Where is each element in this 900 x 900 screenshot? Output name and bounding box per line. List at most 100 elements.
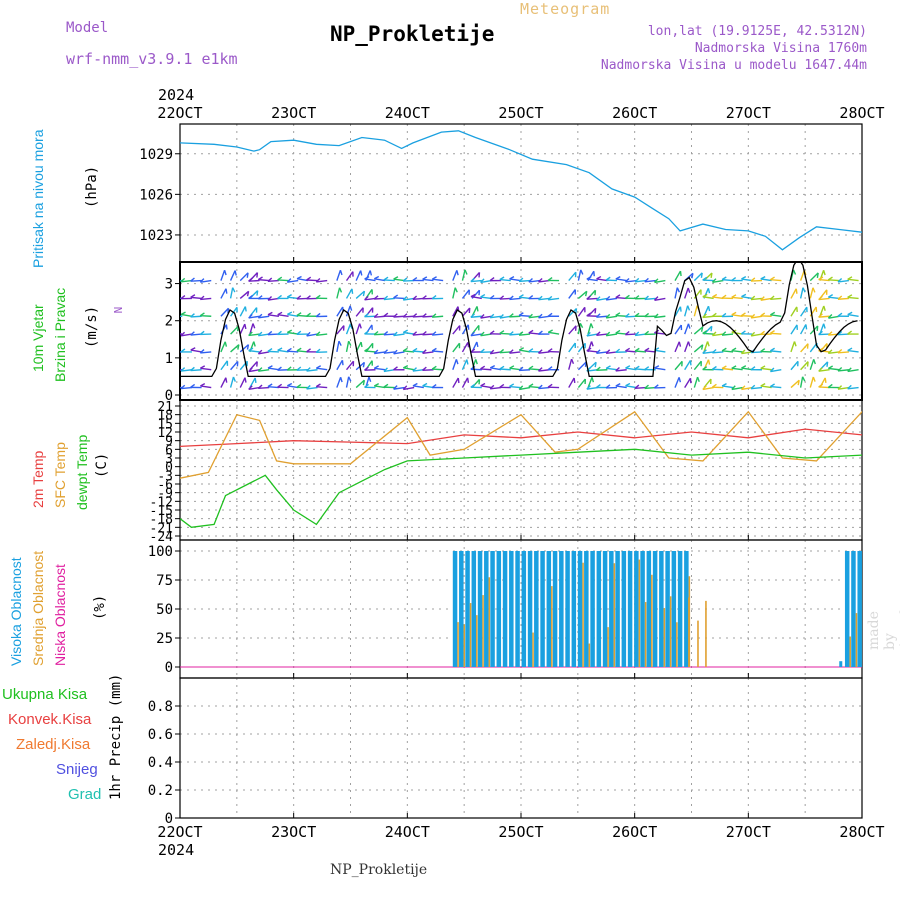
wind-barb-tip (793, 341, 797, 347)
wind-barb-tip (687, 341, 691, 347)
wind-barb (336, 325, 345, 335)
wind-barb (200, 385, 212, 389)
wind-barb-tip (750, 295, 756, 301)
wind-barb-tip (528, 348, 534, 353)
wind-barb (800, 343, 809, 353)
wind-barb (229, 376, 235, 388)
wind-barb-tip (296, 366, 302, 371)
wind-barb-tip (595, 313, 601, 318)
wind-barb (200, 297, 212, 301)
wind-barb-tip (383, 295, 389, 301)
high-cloud-bar (452, 551, 458, 667)
wind-barb (200, 351, 212, 354)
wind-barb-tip (696, 376, 700, 382)
wind-barb-tip (624, 277, 630, 283)
wind-barb-tip (586, 312, 592, 317)
wind-barb (258, 333, 270, 337)
wind-barb (684, 323, 690, 335)
wind-barb-tip (489, 364, 496, 369)
wind-barb (615, 278, 627, 282)
wind-barb (248, 349, 260, 353)
wind-barb (248, 315, 260, 319)
wind-barb (828, 367, 840, 371)
wind-barb (452, 287, 456, 299)
wind-barb-tip (509, 383, 515, 388)
wind-barb (316, 367, 328, 371)
wind-barb-tip (431, 365, 437, 370)
y-tick-label: -18 (150, 513, 173, 528)
wind-barb-tip (586, 385, 591, 390)
wind-barb (180, 297, 183, 300)
wind-barb-tip (818, 347, 824, 352)
wind-barb-tip (760, 383, 766, 387)
high-cloud-bar (864, 551, 869, 667)
wind-barb (180, 333, 183, 335)
wind-barb (751, 315, 763, 319)
wind-barb-tip (547, 295, 553, 301)
wind-barb (287, 279, 299, 283)
wind-barb (800, 361, 809, 371)
wind-barb-tip (518, 312, 524, 317)
wind-barb (316, 279, 328, 283)
wind-barb-tip (499, 295, 505, 300)
wind-barb-tip (769, 330, 775, 334)
wind-barb-tip (700, 272, 703, 278)
wind-barb-tip (586, 295, 592, 300)
y-tick-label: 9 (165, 435, 173, 450)
wind-barb-tip (369, 270, 373, 276)
wind-barb-tip (277, 311, 283, 316)
wind-barb-tip (769, 276, 775, 281)
wind-barb (509, 278, 521, 282)
wind-barb-tip (538, 277, 543, 283)
high-cloud-bar (602, 551, 608, 667)
wind-barb-tip (431, 313, 437, 318)
wind-barb (200, 279, 212, 283)
wind-barb-tip (349, 305, 353, 311)
x-tick-label-top: 24OCT (385, 104, 430, 122)
wind-barb-tip (605, 331, 611, 337)
y-tick-label: 1 (165, 351, 173, 367)
wind-barb (345, 305, 351, 317)
wind-barb-tip (827, 276, 833, 281)
wind-barb-tip (760, 312, 766, 317)
high-cloud-bar (621, 551, 627, 667)
wind-barb-tip (431, 295, 437, 300)
wind-barb-tip (702, 276, 708, 281)
wind-barb-tip (644, 384, 649, 389)
wind-barb-tip (224, 341, 228, 347)
wind-barb (306, 386, 318, 390)
wind-barb (383, 333, 395, 336)
wind-barb (355, 290, 365, 299)
wind-barb-tip (315, 294, 321, 299)
wind-barb-tip (454, 287, 458, 293)
wind-barb (220, 377, 227, 388)
wind-barb (721, 333, 734, 336)
wind-barb-tip (769, 383, 775, 388)
wind-barb (712, 333, 724, 337)
high-cloud-bar (634, 551, 639, 667)
high-cloud-bar (895, 551, 900, 667)
wind-barb-tip (760, 330, 765, 335)
wind-barb-tip (687, 323, 691, 329)
wind-barb-tip (740, 312, 746, 317)
high-cloud-bar (684, 551, 689, 667)
wind-barb-tip (509, 275, 515, 280)
wind-barb (809, 272, 819, 282)
wind-barb (200, 314, 212, 317)
wind-barb-tip (731, 294, 737, 299)
wind-barb-tip (615, 275, 621, 280)
wind-barb-tip (470, 331, 475, 337)
wind-barb (625, 315, 637, 318)
wind-barb (674, 270, 682, 281)
wind-barb (480, 385, 492, 389)
wind-barb (480, 315, 492, 319)
wind-barb-tip (199, 278, 205, 283)
mid-cloud-bar (463, 624, 466, 667)
y-tick-label: 100 (148, 544, 173, 560)
wind-barb-tip (349, 323, 353, 329)
wind-barb-tip (422, 313, 427, 318)
wind-barb (480, 368, 492, 371)
wind-barb-tip (190, 383, 196, 388)
wind-barb (403, 315, 415, 318)
wind-barb (799, 376, 804, 388)
